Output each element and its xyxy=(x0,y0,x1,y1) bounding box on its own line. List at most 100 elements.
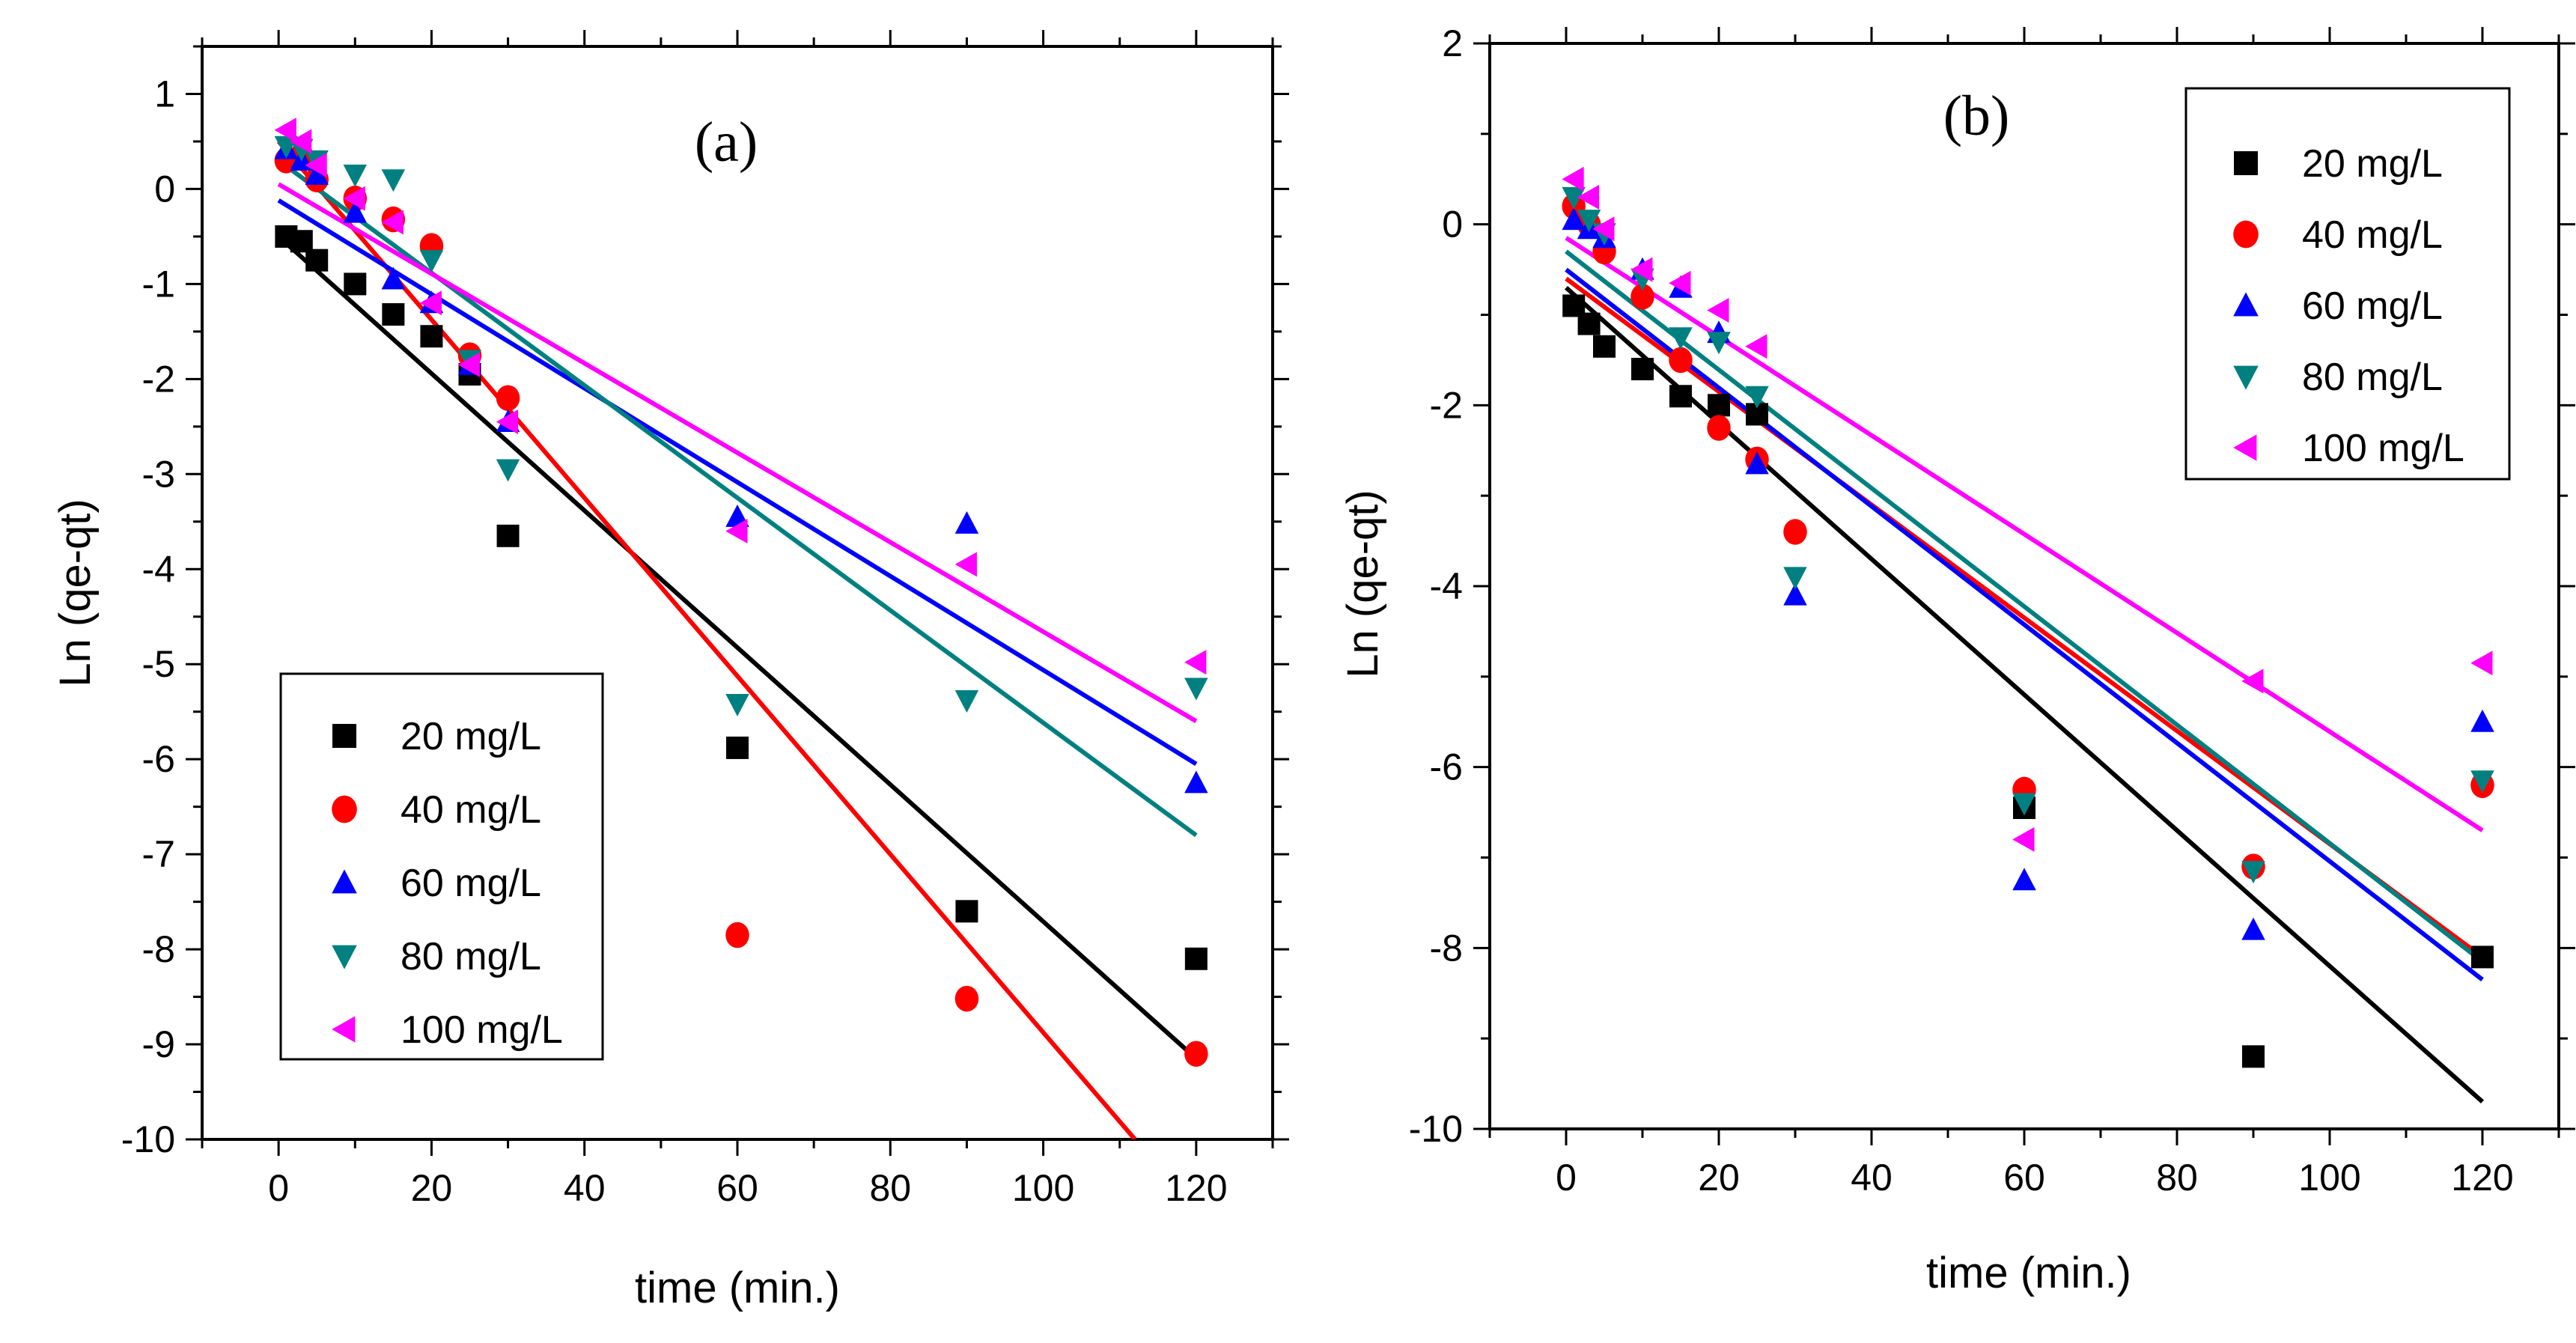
x-tick-label-a: 80 xyxy=(869,1167,911,1209)
x-tick-label-b: 100 xyxy=(2298,1157,2360,1199)
data-point-b-s3 xyxy=(1562,186,1586,210)
data-point-b-s2 xyxy=(1745,451,1769,475)
data-point-a-s2 xyxy=(343,200,368,223)
y-axis-title-a: Ln (qe-qt) xyxy=(51,499,100,686)
legend-b: 20 mg/L 40 mg/L 60 mg/L 80 mg/L 100 mg/L xyxy=(2184,87,2511,481)
legend-label-a-s1: 40 mg/L xyxy=(401,788,541,832)
data-point-a-s2 xyxy=(381,267,406,290)
legend-label-a-s3: 80 mg/L xyxy=(401,935,541,978)
data-point-b-s1 xyxy=(1669,347,1693,374)
data-point-b-s1 xyxy=(1783,519,1807,545)
data-point-a-s3 xyxy=(381,169,406,192)
data-point-a-s0 xyxy=(382,303,405,326)
data-point-b-s0 xyxy=(1708,394,1730,417)
x-tick-label-a: 40 xyxy=(564,1167,606,1209)
data-point-a-s4 xyxy=(274,118,296,143)
data-point-b-s4 xyxy=(1630,257,1653,282)
data-point-b-s4 xyxy=(1577,184,1600,210)
data-point-b-s3 xyxy=(2470,770,2494,794)
data-point-a-s0 xyxy=(496,524,520,547)
x-axis-title-a: time (min.) xyxy=(635,1264,840,1312)
data-point-b-s1 xyxy=(1630,284,1654,310)
data-point-b-s3 xyxy=(1669,327,1693,350)
data-point-a-s0 xyxy=(1184,947,1208,970)
y-tick-label-a: -6 xyxy=(142,738,175,780)
y-tick-label-a: -3 xyxy=(142,453,175,495)
legend-label-b-s0: 20 mg/L xyxy=(2302,142,2443,186)
data-point-a-s4 xyxy=(381,210,404,235)
y-tick-label-a: -4 xyxy=(142,548,175,590)
y-tick-label-b: -4 xyxy=(1430,565,1463,607)
y-tick-label-a: -1 xyxy=(142,263,175,305)
data-point-b-s3 xyxy=(2012,793,2036,816)
y-tick-label-a: -5 xyxy=(142,643,175,685)
data-point-a-s4 xyxy=(419,290,442,316)
legend-label-a-s0: 20 mg/L xyxy=(401,715,541,758)
data-point-a-s4 xyxy=(457,352,480,377)
y-tick-label-a: -8 xyxy=(142,928,175,970)
x-tick-label-a: 60 xyxy=(716,1167,758,1209)
legend-marker-b-s0 xyxy=(2234,151,2258,175)
x-tick-label-a: 100 xyxy=(1012,1167,1074,1209)
data-point-b-s4 xyxy=(1669,270,1691,296)
panel-label-b: (b) xyxy=(1943,85,2010,147)
data-point-b-s1 xyxy=(1707,415,1731,441)
legend-marker-a-s3 xyxy=(332,945,357,969)
data-point-b-s3 xyxy=(1707,332,1731,355)
data-point-b-s4 xyxy=(1745,334,1767,359)
data-point-a-s4 xyxy=(305,153,327,178)
fit-line-a-s0 xyxy=(277,234,1198,1061)
x-tick-label-a: 120 xyxy=(1165,1167,1227,1209)
data-point-a-s1 xyxy=(725,922,749,948)
panel-label-a: (a) xyxy=(695,111,758,174)
y-tick-label-a: 1 xyxy=(154,73,175,115)
x-tick-label-b: 80 xyxy=(2156,1157,2198,1199)
data-point-a-s4 xyxy=(954,552,977,577)
data-point-a-s3 xyxy=(725,694,749,717)
legend-label-a-s4: 100 mg/L xyxy=(401,1008,563,1052)
x-tick-label-b: 20 xyxy=(1698,1157,1740,1199)
series-a-s4 xyxy=(274,118,1207,675)
y-tick-label-b: -2 xyxy=(1430,384,1463,426)
data-point-a-s4 xyxy=(1184,650,1207,675)
data-point-b-s3 xyxy=(1783,567,1807,590)
data-point-b-s4 xyxy=(2241,669,2264,694)
fit-line-b-s2 xyxy=(1565,267,2484,981)
data-point-a-s4 xyxy=(290,129,312,154)
data-point-a-s3 xyxy=(343,164,368,187)
x-tick-label-a: 0 xyxy=(268,1167,289,1209)
data-point-b-s3 xyxy=(2241,861,2265,884)
data-point-b-s4 xyxy=(2012,826,2035,852)
series-a-s3 xyxy=(274,135,1208,717)
series-b-s3 xyxy=(1562,186,2494,884)
chart-panel-a: 0 20 40 60 80 100 120 1 0 -1 -2 -3 -4 -5 -6 -7 -8 -9 -10 ti… xyxy=(51,30,1289,1312)
data-point-b-s2 xyxy=(2470,709,2494,732)
data-point-b-s0 xyxy=(2471,945,2494,969)
x-tick-label-b: 60 xyxy=(2003,1157,2045,1199)
data-point-b-s4 xyxy=(1592,216,1615,242)
data-point-a-s0 xyxy=(726,736,749,759)
legend-label-b-s3: 80 mg/L xyxy=(2302,356,2443,399)
data-point-b-s0 xyxy=(2242,1045,2265,1068)
series-b-s4 xyxy=(1562,166,2493,852)
y-tick-label-b: 0 xyxy=(1442,204,1463,246)
y-tick-label-a: -9 xyxy=(142,1023,175,1065)
legend-marker-a-s1 xyxy=(332,795,357,823)
x-tick-label-a: 20 xyxy=(411,1167,453,1209)
data-point-b-s0 xyxy=(1593,335,1616,358)
data-point-a-s3 xyxy=(1184,677,1208,701)
data-point-b-s4 xyxy=(2470,651,2493,676)
data-point-b-s0 xyxy=(1631,358,1654,380)
legend-label-a-s2: 60 mg/L xyxy=(401,862,541,905)
legend-marker-b-s4 xyxy=(2233,434,2257,461)
fit-line-a-s1 xyxy=(276,140,1137,1139)
data-point-a-s1 xyxy=(1184,1041,1208,1067)
data-point-b-s2 xyxy=(2012,868,2036,891)
x-tick-label-b: 40 xyxy=(1851,1157,1893,1199)
legend-a: 20 mg/L 40 mg/L 60 mg/L 80 mg/L 100 mg/L xyxy=(279,672,604,1061)
data-point-a-s2 xyxy=(305,162,329,185)
data-point-a-s1 xyxy=(954,985,979,1012)
data-point-a-s2 xyxy=(1184,770,1208,794)
x-tick-label-b: 0 xyxy=(1556,1157,1577,1199)
legend-label-b-s2: 60 mg/L xyxy=(2302,284,2443,328)
